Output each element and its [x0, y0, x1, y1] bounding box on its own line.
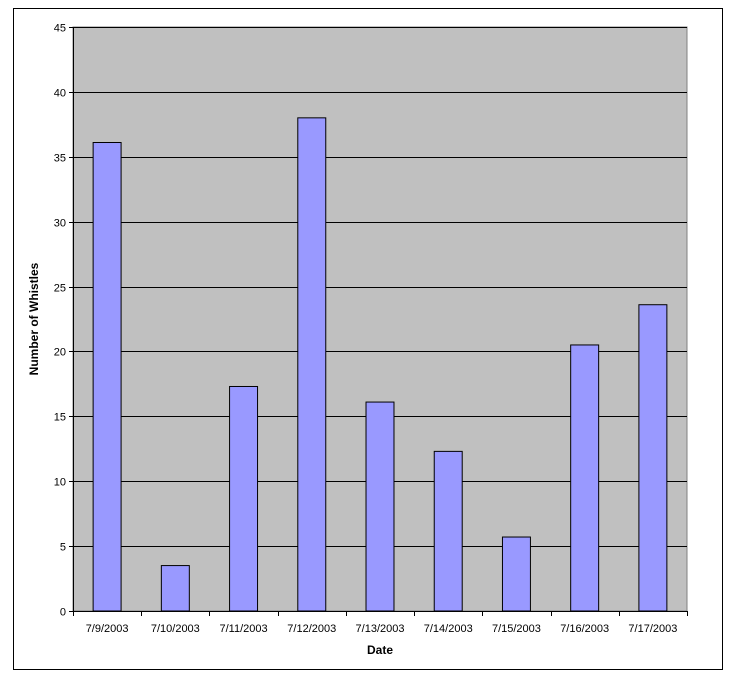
y-tick-label: 10 — [54, 477, 66, 489]
bar — [160, 565, 190, 612]
x-tick-label: 7/16/2003 — [560, 623, 609, 635]
y-tick-label: 25 — [54, 283, 66, 295]
x-tick-label: 7/9/2003 — [86, 623, 129, 635]
x-tick-labels: 7/9/2003 7/10/2003 7/11/2003 7/12/2003 7/13/… — [86, 623, 678, 635]
y-tick-labels: 0 5 10 15 20 25 30 35 40 45 — [54, 23, 66, 619]
y-tick-label: 20 — [54, 347, 66, 359]
bar — [297, 117, 327, 612]
y-tick-label: 0 — [60, 607, 66, 619]
x-tick-label: 7/12/2003 — [287, 623, 336, 635]
y-tick-label: 45 — [54, 23, 66, 35]
y-tick-label: 35 — [54, 153, 66, 165]
bar — [570, 344, 600, 612]
x-tick-label: 7/14/2003 — [424, 623, 473, 635]
y-tick-label: 40 — [54, 88, 66, 100]
y-axis-title: Number of Whistles — [27, 262, 41, 375]
y-tick-label: 5 — [60, 542, 66, 554]
bar — [92, 142, 122, 612]
y-tick-label: 15 — [54, 412, 66, 424]
x-tick-label: 7/17/2003 — [628, 623, 677, 635]
bar — [365, 401, 395, 612]
bar — [638, 304, 668, 612]
x-tick-label: 7/11/2003 — [219, 623, 267, 635]
x-tick-label: 7/10/2003 — [151, 623, 200, 635]
bar — [229, 385, 259, 612]
x-tick-label: 7/13/2003 — [356, 623, 405, 635]
x-tick-label: 7/15/2003 — [492, 623, 541, 635]
bar — [433, 450, 463, 612]
bars — [92, 117, 668, 612]
axes — [69, 27, 688, 616]
y-tick-label: 30 — [54, 218, 66, 230]
x-axis-title: Date — [367, 643, 393, 657]
bar — [501, 536, 531, 612]
